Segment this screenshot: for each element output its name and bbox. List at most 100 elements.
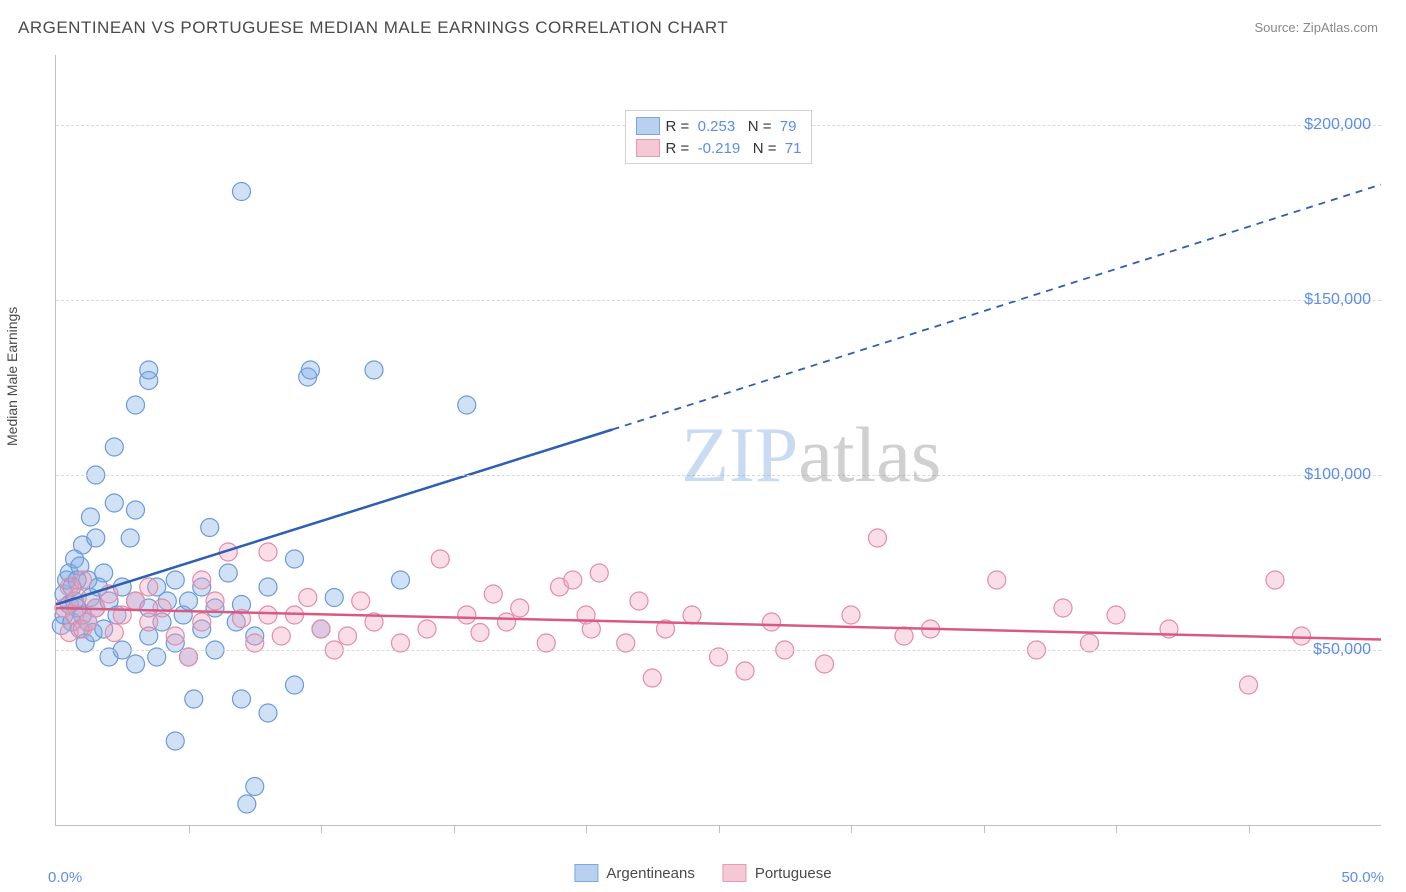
data-point xyxy=(166,627,184,645)
data-point xyxy=(564,571,582,589)
chart-title: ARGENTINEAN VS PORTUGUESE MEDIAN MALE EA… xyxy=(18,18,728,38)
data-point xyxy=(140,613,158,631)
data-point xyxy=(193,613,211,631)
legend-swatch xyxy=(636,117,660,135)
data-point xyxy=(105,494,123,512)
legend-series-item: Portuguese xyxy=(723,864,832,882)
legend-series-name: Portuguese xyxy=(755,865,832,882)
x-tick xyxy=(719,825,720,833)
data-point xyxy=(301,361,319,379)
data-point xyxy=(471,624,489,642)
data-point xyxy=(166,571,184,589)
data-point xyxy=(286,676,304,694)
data-point xyxy=(185,690,203,708)
data-point xyxy=(127,396,145,414)
data-point xyxy=(458,606,476,624)
data-point xyxy=(233,183,251,201)
x-tick xyxy=(189,825,190,833)
data-point xyxy=(1054,599,1072,617)
x-tick xyxy=(454,825,455,833)
x-tick xyxy=(984,825,985,833)
data-point xyxy=(630,592,648,610)
data-point xyxy=(259,606,277,624)
series-legend: Argentineans Portuguese xyxy=(574,864,831,882)
data-point xyxy=(352,592,370,610)
data-point xyxy=(206,592,224,610)
legend-swatch xyxy=(574,864,598,882)
data-point xyxy=(233,690,251,708)
data-point xyxy=(431,550,449,568)
data-point xyxy=(339,627,357,645)
data-point xyxy=(105,438,123,456)
data-point xyxy=(392,571,410,589)
legend-series-name: Argentineans xyxy=(606,865,694,882)
legend-stat-row: R = 0.253 N = 79 xyxy=(636,115,802,137)
data-point xyxy=(87,529,105,547)
correlation-legend: R = 0.253 N = 79 R = -0.219 N = 71 xyxy=(625,110,813,164)
chart-plot-area: ZIPatlas R = 0.253 N = 79R = -0.219 N = … xyxy=(55,55,1381,826)
data-point xyxy=(683,606,701,624)
legend-swatch xyxy=(723,864,747,882)
y-tick-label: $150,000 xyxy=(1304,291,1371,309)
data-point xyxy=(105,624,123,642)
legend-stat-text: R = 0.253 N = 79 xyxy=(666,118,797,135)
data-point xyxy=(140,361,158,379)
data-point xyxy=(484,585,502,603)
data-point xyxy=(1240,676,1258,694)
source-label: Source: ZipAtlas.com xyxy=(1254,20,1378,35)
x-tick xyxy=(321,825,322,833)
data-point xyxy=(325,589,343,607)
data-point xyxy=(127,501,145,519)
gridline xyxy=(56,475,1381,476)
y-tick-label: $50,000 xyxy=(1313,641,1371,659)
x-axis-max-label: 50.0% xyxy=(1341,869,1384,886)
data-point xyxy=(201,519,219,537)
data-point xyxy=(127,655,145,673)
x-tick xyxy=(1116,825,1117,833)
data-point xyxy=(988,571,1006,589)
data-point xyxy=(238,795,256,813)
data-point xyxy=(121,529,139,547)
data-point xyxy=(1266,571,1284,589)
data-point xyxy=(259,543,277,561)
data-point xyxy=(193,571,211,589)
data-point xyxy=(272,627,290,645)
data-point xyxy=(643,669,661,687)
data-point xyxy=(418,620,436,638)
data-point xyxy=(736,662,754,680)
y-axis-title: Median Male Earnings xyxy=(4,307,20,446)
data-point xyxy=(246,778,264,796)
x-tick xyxy=(1249,825,1250,833)
data-point xyxy=(153,599,171,617)
x-tick xyxy=(586,825,587,833)
data-point xyxy=(590,564,608,582)
data-point xyxy=(74,571,92,589)
legend-series-item: Argentineans xyxy=(574,864,694,882)
trend-line-dashed xyxy=(613,185,1382,430)
x-tick xyxy=(851,825,852,833)
y-tick-label: $200,000 xyxy=(1304,116,1371,134)
data-point xyxy=(1107,606,1125,624)
scatter-svg xyxy=(56,55,1381,825)
data-point xyxy=(458,396,476,414)
data-point xyxy=(95,564,113,582)
y-tick-label: $100,000 xyxy=(1304,466,1371,484)
data-point xyxy=(180,592,198,610)
gridline xyxy=(56,300,1381,301)
data-point xyxy=(365,361,383,379)
data-point xyxy=(1293,627,1311,645)
gridline xyxy=(56,650,1381,651)
legend-stat-row: R = -0.219 N = 71 xyxy=(636,137,802,159)
legend-swatch xyxy=(636,139,660,157)
data-point xyxy=(582,620,600,638)
data-point xyxy=(842,606,860,624)
data-point xyxy=(895,627,913,645)
data-point xyxy=(127,592,145,610)
data-point xyxy=(816,655,834,673)
data-point xyxy=(166,732,184,750)
data-point xyxy=(763,613,781,631)
data-point xyxy=(81,508,99,526)
data-point xyxy=(312,620,330,638)
data-point xyxy=(286,550,304,568)
data-point xyxy=(219,564,237,582)
